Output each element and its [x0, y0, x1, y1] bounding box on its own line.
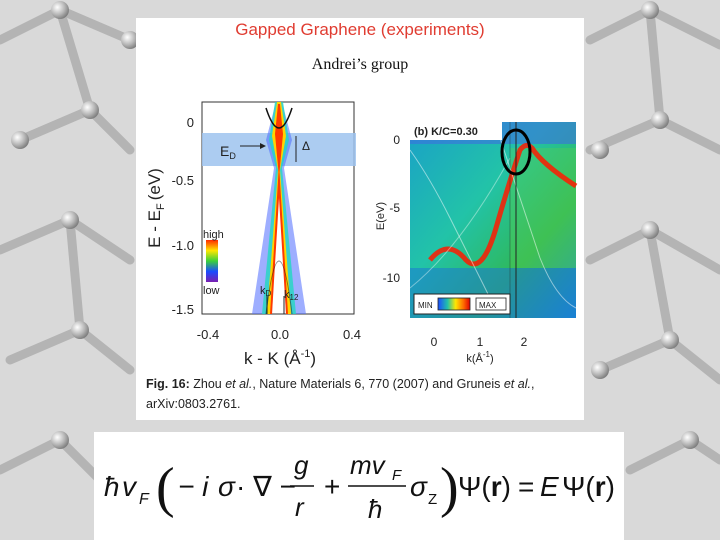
- arpes-figure-a: ED Δ high low kD k12 0 -0.5 -1.0 -1.5 -0…: [145, 101, 361, 368]
- x-tick-a: 0.4: [343, 327, 361, 342]
- y-tick-a: -1.0: [172, 238, 194, 253]
- svg-text:E: E: [540, 471, 559, 502]
- legend-min-label: MIN: [418, 301, 433, 310]
- panel-label-b: (b) K/C=0.30: [414, 126, 478, 138]
- y-tick-a: -0.5: [172, 173, 194, 188]
- band-curves: [409, 137, 578, 309]
- caption-arxiv: arXiv:0803.2761.: [146, 397, 241, 411]
- svg-text:F: F: [392, 467, 402, 484]
- svg-text:Ψ(r): Ψ(r): [458, 471, 511, 502]
- legend-max-label: MAX: [479, 301, 497, 310]
- svg-text:v: v: [122, 471, 138, 502]
- hamiltonian-equation: ħ v F ( − i σ · ∇ − g r + mv F ħ σ Z ) Ψ…: [104, 450, 615, 524]
- band-structure-figure-b: (b) K/C=0.30 MIN MAX 0 -5 -10 0 1 2 k(Å-…: [375, 122, 578, 365]
- x-tick-b: 1: [477, 335, 484, 349]
- dirac-cone-bands: [252, 102, 306, 315]
- slide-title: Gapped Graphene (experiments): [235, 20, 485, 39]
- slide-subtitle: Andrei’s group: [311, 56, 409, 73]
- k12-label: k12: [284, 289, 299, 302]
- svg-text:(: (: [156, 457, 175, 519]
- kd-label: kD: [260, 285, 272, 298]
- x-tick-b: 2: [521, 335, 528, 349]
- y-tick-b: 0: [393, 133, 400, 147]
- x-tick-b: 0: [431, 335, 438, 349]
- ed-label: ED: [220, 143, 236, 161]
- y-axis-label-a: E - EF(eV): [145, 168, 167, 248]
- y-tick-a: 0: [187, 115, 194, 130]
- svg-text:): ): [440, 457, 459, 519]
- figure-caption: Fig. 16: Zhou et al., Nature Materials 6…: [146, 377, 535, 411]
- caption-fig-label: Fig. 16:: [146, 377, 190, 391]
- svg-text:g: g: [294, 450, 309, 480]
- delta-label: Δ: [302, 139, 310, 153]
- x-tick-a: -0.4: [197, 327, 219, 342]
- svg-text:σ: σ: [410, 471, 428, 502]
- colorbar: [206, 240, 218, 282]
- ed-arrow-head: [260, 143, 266, 149]
- svg-text:σ: σ: [218, 471, 236, 502]
- legend-gradient: [437, 297, 471, 311]
- y-axis-label-b: E(eV): [375, 202, 387, 230]
- svg-text:ħ: ħ: [104, 471, 120, 502]
- y-tick-b: -10: [383, 271, 401, 285]
- equation-box: ħ v F ( − i σ · ∇ − g r + mv F ħ σ Z ) Ψ…: [94, 432, 624, 540]
- x-axis-label-b: k(Å-1): [466, 350, 493, 365]
- svg-text:− i: − i: [178, 471, 209, 502]
- x-axis-label-a: k - K (Å-1): [244, 348, 316, 368]
- slide-panel: Gapped Graphene (experiments) Andrei’s g…: [136, 18, 584, 420]
- svg-text:F: F: [139, 491, 150, 508]
- svg-text:mv: mv: [350, 450, 387, 480]
- svg-text:ħ: ħ: [368, 494, 382, 524]
- dirac-point-highlight: [500, 128, 532, 176]
- svg-text:=: =: [518, 471, 534, 502]
- colorbar-low-label: low: [203, 285, 220, 297]
- svg-text:+: +: [324, 471, 340, 502]
- y-tick-a: -1.5: [172, 302, 194, 317]
- svg-text:Z: Z: [428, 491, 437, 508]
- svg-text:Ψ(r): Ψ(r): [562, 471, 615, 502]
- svg-text:r: r: [295, 492, 305, 522]
- y-tick-b: -5: [389, 201, 400, 215]
- svg-text:· ∇ −: · ∇ −: [236, 471, 296, 502]
- panel-label-box: [410, 122, 502, 140]
- colorbar-high-label: high: [203, 229, 224, 241]
- x-tick-a: 0.0: [271, 327, 289, 342]
